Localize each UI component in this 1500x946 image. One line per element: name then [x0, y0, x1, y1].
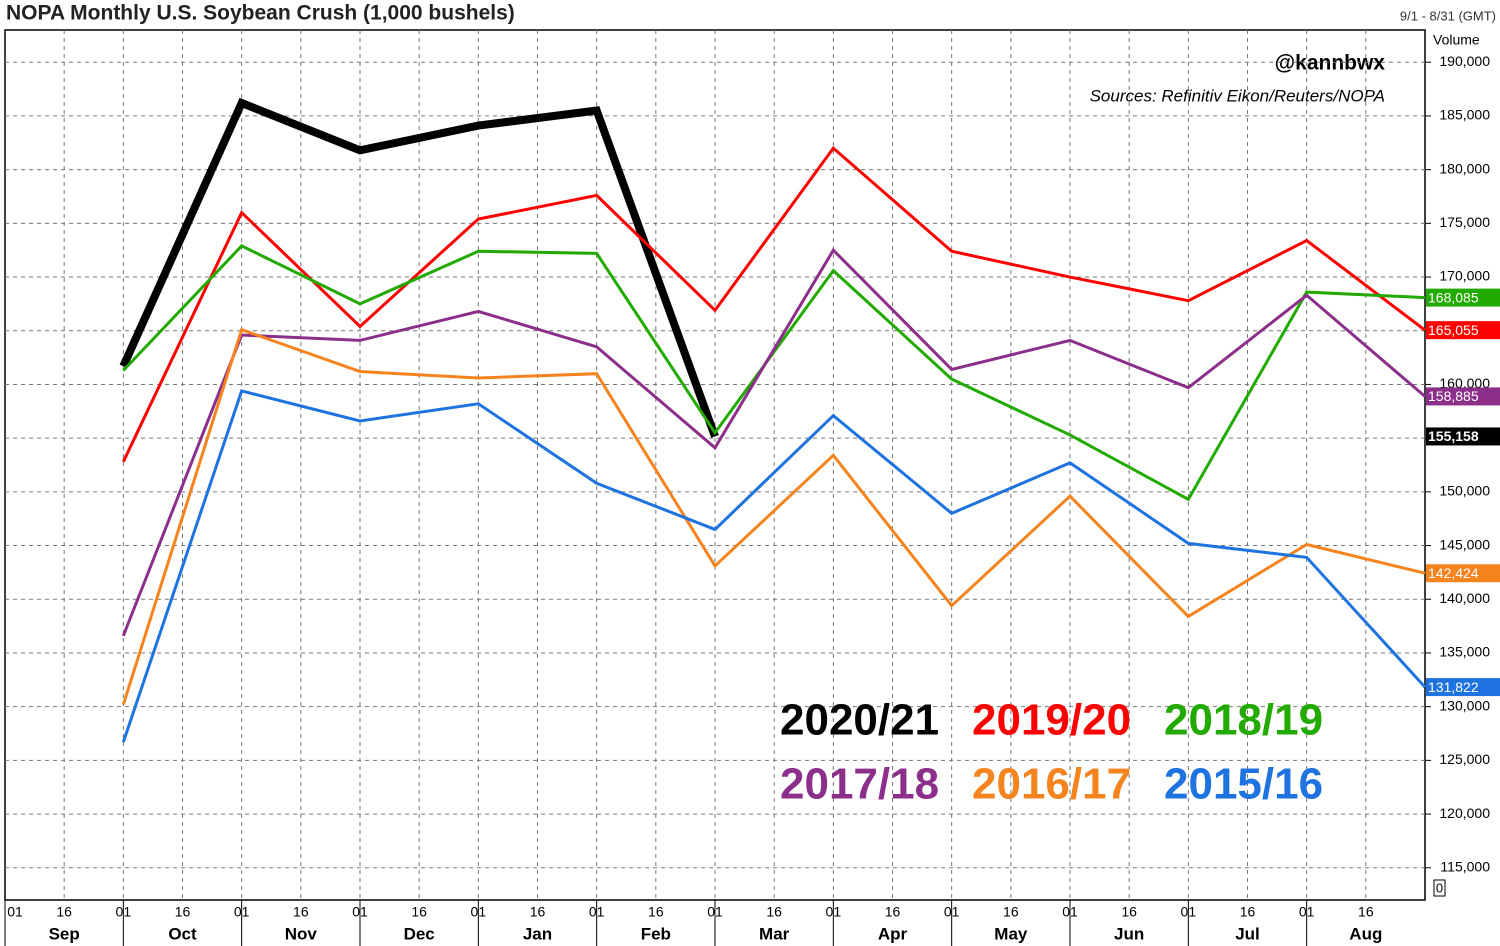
- day-tick-label: 01: [7, 904, 23, 920]
- day-tick-label: 01: [707, 904, 723, 920]
- month-label: Jan: [523, 924, 552, 943]
- month-label: Sep: [49, 924, 80, 943]
- day-tick-label: 16: [530, 904, 546, 920]
- y-tick-label: 125,000: [1439, 751, 1490, 767]
- month-label: Apr: [878, 924, 908, 943]
- day-tick-label: 16: [766, 904, 782, 920]
- series-line: [121, 145, 1426, 463]
- day-tick-label: 16: [175, 904, 191, 920]
- value-box: [1426, 678, 1500, 697]
- y-tick-label: 150,000: [1439, 483, 1490, 499]
- legend-entry: 2019/20: [972, 696, 1131, 745]
- day-tick-label: 01: [944, 904, 960, 920]
- day-tick-label: 01: [826, 904, 842, 920]
- series-line: [119, 97, 719, 438]
- legend-entry: 2018/19: [1164, 696, 1323, 745]
- value-box: [1426, 387, 1500, 406]
- axis-label: Volume: [1433, 32, 1480, 48]
- source: Sources: Refinitiv Eikon/Reuters/NOPA: [1090, 86, 1385, 105]
- day-tick-label: 01: [1181, 904, 1197, 920]
- value-box: [1426, 564, 1500, 583]
- value-label: 168,085: [1428, 289, 1479, 305]
- y-tick-label: 135,000: [1439, 644, 1490, 660]
- y-tick-label: 170,000: [1439, 268, 1490, 284]
- day-tick-label: 16: [885, 904, 901, 920]
- day-tick-label: 01: [471, 904, 487, 920]
- series-line: [121, 327, 1426, 705]
- day-tick-label: 16: [411, 904, 427, 920]
- y-tick-label: 185,000: [1439, 107, 1490, 123]
- month-label: Jun: [1114, 924, 1144, 943]
- day-tick-label: 16: [1358, 904, 1374, 920]
- value-label: 165,055: [1428, 322, 1479, 338]
- day-tick-label: 16: [648, 904, 664, 920]
- month-label: May: [994, 924, 1028, 943]
- day-tick-label: 01: [1299, 904, 1315, 920]
- day-tick-label: 16: [1003, 904, 1019, 920]
- month-label: Nov: [285, 924, 318, 943]
- series-line: [121, 389, 1427, 743]
- day-tick-label: 01: [234, 904, 250, 920]
- month-label: Mar: [759, 924, 790, 943]
- value-box: [1426, 321, 1500, 340]
- date-range: 9/1 - 8/31 (GMT): [1400, 8, 1496, 23]
- legend-entry: 2017/18: [780, 760, 939, 809]
- day-tick-label: 16: [56, 904, 72, 920]
- legend-entry: 2016/17: [972, 760, 1131, 809]
- day-tick-label: 01: [1062, 904, 1078, 920]
- day-tick-label: 01: [589, 904, 605, 920]
- handle: @kannbwx: [1275, 52, 1386, 75]
- day-tick-label: 16: [293, 904, 309, 920]
- y-tick-label: 180,000: [1439, 160, 1490, 176]
- zero-box: [1433, 879, 1446, 897]
- month-label: Jul: [1235, 924, 1260, 943]
- y-tick-label: 140,000: [1439, 590, 1490, 606]
- value-label: 158,885: [1428, 388, 1479, 404]
- y-tick-label: 190,000: [1439, 53, 1490, 69]
- day-tick-label: 16: [1121, 904, 1137, 920]
- legend-entry: 2020/21: [780, 696, 939, 745]
- month-label: Oct: [168, 924, 197, 943]
- day-tick-label: 01: [352, 904, 368, 920]
- day-tick-label: 01: [116, 904, 132, 920]
- lines: [119, 97, 1427, 743]
- value-label: 142,424: [1428, 565, 1479, 581]
- grid: [4, 30, 1431, 946]
- zero-label: 0: [1436, 880, 1443, 895]
- value-box: [1426, 427, 1500, 446]
- month-label: Feb: [641, 924, 671, 943]
- y-tick-label: 130,000: [1439, 697, 1490, 713]
- day-tick-label: 16: [1240, 904, 1256, 920]
- y-tick-label: 160,000: [1439, 375, 1490, 391]
- labels: 115,000 120,000 125,000 130,000 135,000 140,0…: [7, 53, 1500, 943]
- value-box: [1426, 288, 1500, 307]
- value-label: 155,158: [1428, 428, 1479, 444]
- month-label: Aug: [1349, 924, 1382, 943]
- chart-title: NOPA Monthly U.S. Soybean Crush (1,000 b…: [6, 2, 515, 25]
- legend-entry: 2015/16: [1164, 760, 1323, 809]
- month-label: Dec: [404, 924, 435, 943]
- y-tick-label: 115,000: [1440, 858, 1490, 874]
- y-tick-label: 175,000: [1439, 214, 1490, 230]
- series-line: [121, 247, 1426, 637]
- y-tick-label: 145,000: [1439, 536, 1490, 552]
- value-label: 131,822: [1428, 679, 1479, 695]
- y-tick-label: 120,000: [1439, 805, 1490, 821]
